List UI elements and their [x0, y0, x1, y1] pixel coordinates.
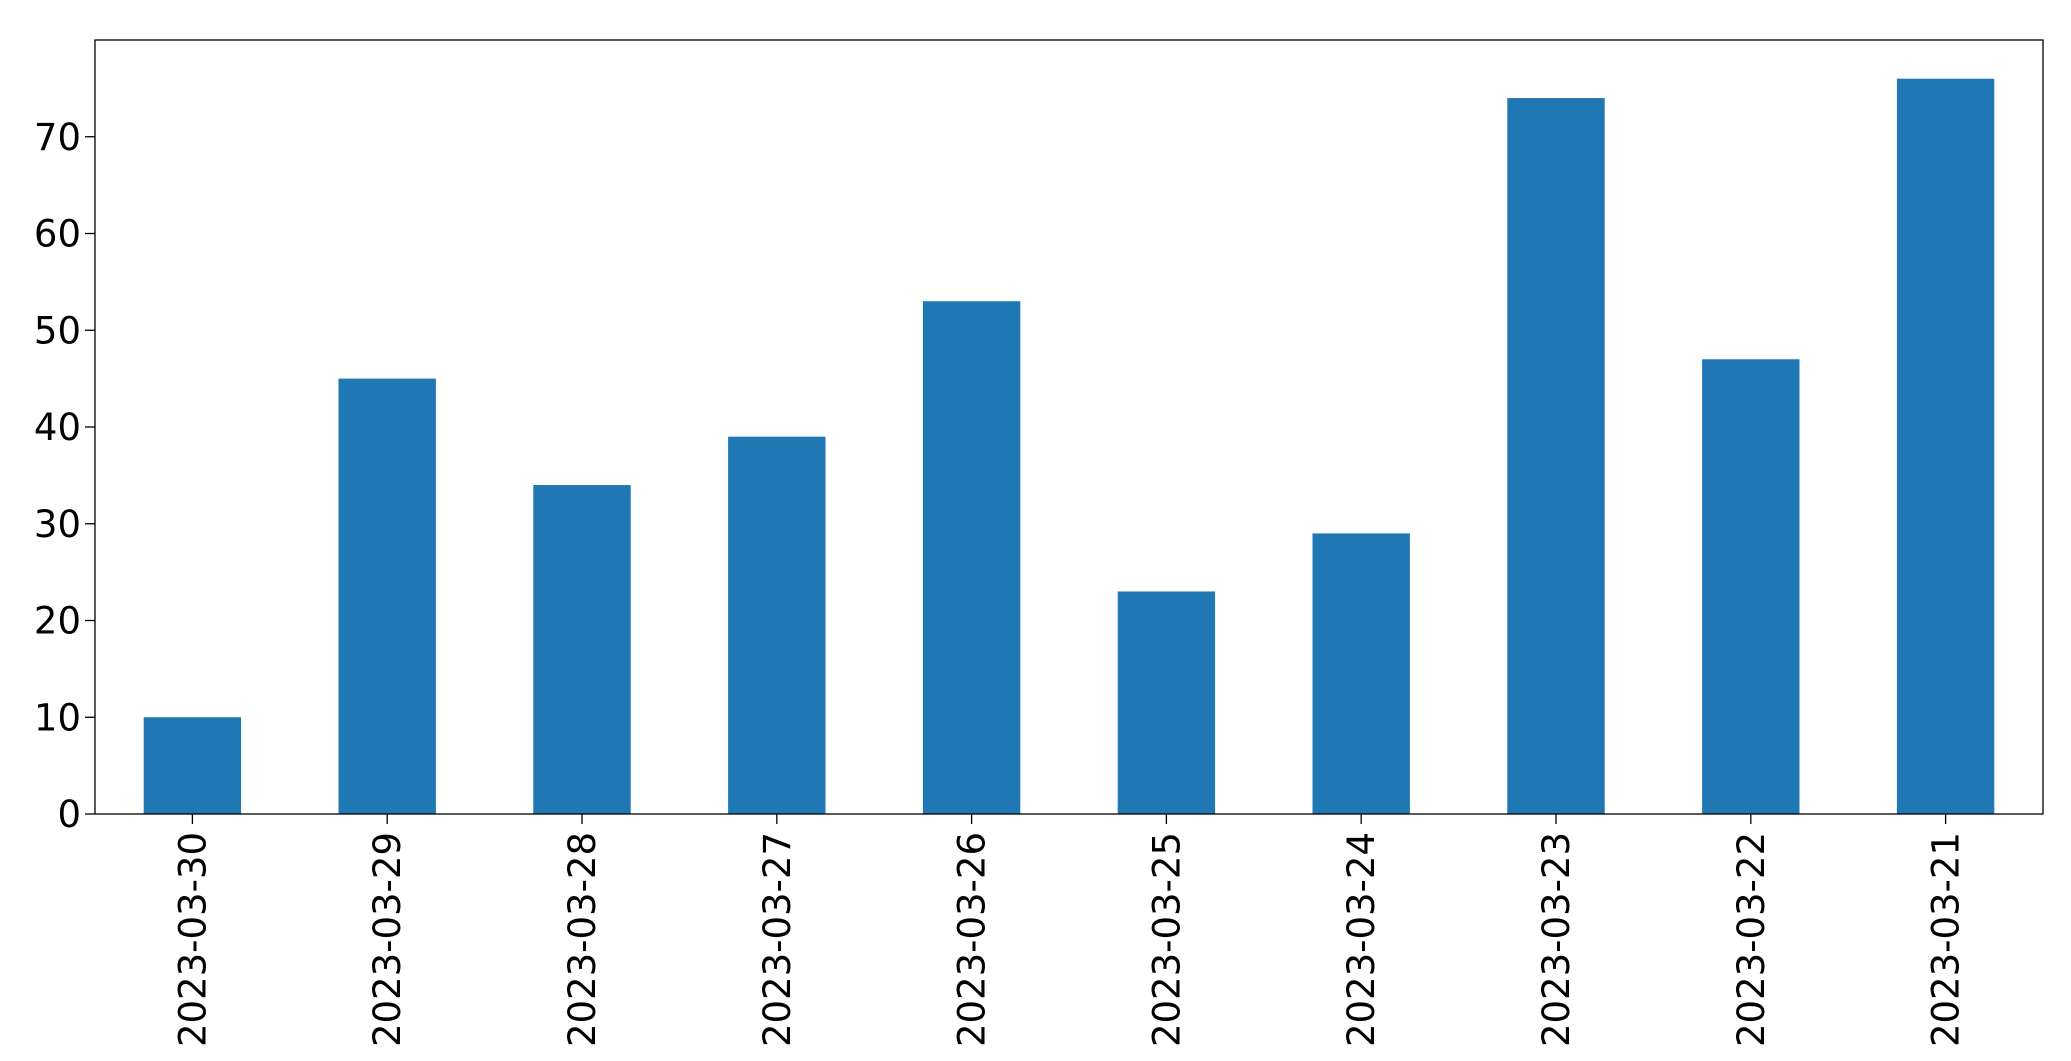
x-axis: 2023-03-30 2023-03-29 2023-03-28 2023-03-27…: [171, 814, 1968, 1047]
bar-2023-03-29: [338, 378, 436, 814]
bar-2023-03-22: [1702, 359, 1800, 814]
x-tick-label: 2023-03-23: [1535, 832, 1578, 1047]
x-tick-label: 2023-03-25: [1145, 832, 1188, 1047]
y-tick-label: 50: [34, 309, 81, 352]
y-tick-label: 60: [34, 213, 81, 256]
x-tick-label: 2023-03-22: [1730, 832, 1773, 1047]
bar-2023-03-26: [922, 301, 1021, 815]
bar-2023-03-24: [1312, 533, 1410, 814]
x-tick-label: 2023-03-28: [561, 832, 604, 1047]
bars-group: [143, 78, 1995, 815]
x-tick-label: 2023-03-29: [366, 832, 409, 1047]
x-tick-label: 2023-03-27: [756, 832, 799, 1047]
y-axis: 0 10 20 30 40 50 60 70: [34, 116, 95, 836]
x-tick-label: 2023-03-24: [1340, 832, 1383, 1047]
bar-2023-03-23: [1507, 98, 1605, 815]
y-tick-label: 40: [34, 406, 81, 449]
plot-frame: [94, 39, 2044, 815]
bar-2023-03-30: [143, 717, 242, 814]
bar-2023-03-28: [533, 485, 631, 814]
bar-2023-03-21: [1896, 78, 1995, 814]
y-tick-label: 30: [34, 503, 81, 546]
x-tick-label: 2023-03-21: [1925, 832, 1968, 1047]
y-tick-label: 20: [34, 600, 81, 643]
bar-2023-03-25: [1117, 591, 1216, 814]
bar-2023-03-27: [728, 436, 826, 814]
x-tick-label: 2023-03-30: [171, 832, 214, 1047]
x-tick-label: 2023-03-26: [951, 832, 994, 1047]
y-tick-label: 10: [34, 696, 81, 739]
y-tick-label: 70: [34, 116, 81, 159]
y-tick-label: 0: [57, 793, 81, 836]
